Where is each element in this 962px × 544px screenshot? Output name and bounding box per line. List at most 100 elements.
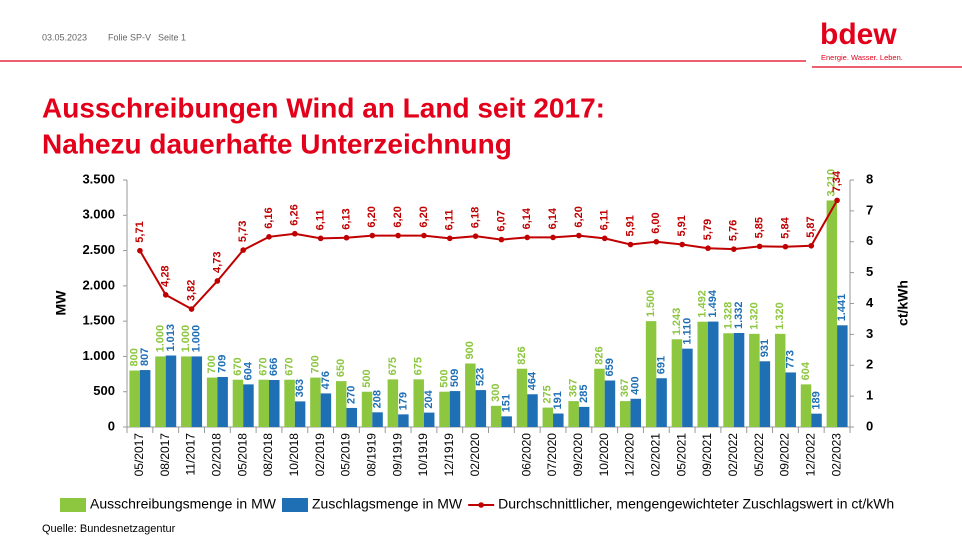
x-tick-label: 05/2022 xyxy=(752,433,766,477)
bar-value-label: 931 xyxy=(759,339,771,357)
bar-value-label: 151 xyxy=(501,394,513,412)
bar-value-label: 1.000 xyxy=(191,325,203,353)
bar xyxy=(759,361,771,427)
bar xyxy=(258,379,270,427)
bar-value-label: 300 xyxy=(490,383,502,401)
line-marker xyxy=(731,246,737,252)
bar-value-label: 270 xyxy=(346,386,358,404)
bar xyxy=(139,370,151,427)
bar-value-label: 191 xyxy=(552,391,564,409)
legend-label: Zuschlagsmenge in MW xyxy=(312,496,463,512)
bar xyxy=(475,390,487,427)
line-value-label: 7,34 xyxy=(831,170,843,192)
bar-value-label: 826 xyxy=(593,346,605,364)
bar xyxy=(501,416,512,427)
bar xyxy=(594,368,605,427)
line-value-label: 3,82 xyxy=(185,280,197,301)
bar xyxy=(129,370,140,427)
x-tick-label: 02/2022 xyxy=(726,433,740,477)
bar xyxy=(361,391,373,427)
line-marker xyxy=(317,235,324,242)
bar xyxy=(837,325,848,427)
line-value-label: 4,28 xyxy=(160,265,172,286)
y2-tick-label: 4 xyxy=(866,295,874,310)
x-tick-label: 08/2017 xyxy=(158,433,172,477)
bar-value-label: 773 xyxy=(785,350,797,368)
bar xyxy=(656,378,667,427)
line-marker xyxy=(705,245,711,252)
line-value-label: 5,76 xyxy=(728,220,740,241)
x-tick-label: 02/2021 xyxy=(649,433,663,477)
legend-marker xyxy=(478,502,484,508)
bar xyxy=(335,381,347,427)
bar-value-label: 675 xyxy=(413,357,425,375)
x-tick-label: 10/2020 xyxy=(597,433,611,477)
x-tick-label: 02/2018 xyxy=(210,433,224,477)
line-marker xyxy=(653,238,660,245)
bar xyxy=(449,391,461,427)
line-value-label: 6,14 xyxy=(547,207,559,229)
bar-value-label: 509 xyxy=(449,369,461,387)
line-marker xyxy=(576,232,582,239)
y-tick-label: 3.000 xyxy=(82,207,115,222)
bar xyxy=(774,333,786,427)
x-tick-label: 07/2020 xyxy=(545,433,559,477)
line-marker xyxy=(421,232,427,239)
bar-value-label: 1.500 xyxy=(645,290,657,318)
bar-value-label: 826 xyxy=(516,346,528,364)
bar-value-label: 670 xyxy=(283,357,295,375)
y-tick-label: 3.500 xyxy=(82,171,115,186)
bar-value-label: 650 xyxy=(335,359,347,377)
bar-value-label: 700 xyxy=(206,355,218,373)
line-value-label: 6,20 xyxy=(573,206,585,227)
bar xyxy=(439,391,450,427)
line-marker xyxy=(834,197,840,204)
bar xyxy=(243,384,254,427)
line-value-label: 6,11 xyxy=(444,210,456,231)
bar xyxy=(707,321,719,427)
bar-value-label: 670 xyxy=(258,357,270,375)
bar-value-label: 3.210 xyxy=(826,169,838,197)
line-marker xyxy=(292,230,298,237)
bar-value-label: 691 xyxy=(655,356,667,374)
logo-tagline: Energie. Wasser. Leben. xyxy=(821,53,903,62)
x-tick-label: 05/2018 xyxy=(235,433,249,477)
x-tick-label: 08/2018 xyxy=(261,433,275,477)
bar xyxy=(697,321,708,427)
bar xyxy=(372,412,383,427)
bar-value-label: 1.494 xyxy=(707,289,719,317)
y-tick-label: 0 xyxy=(108,418,115,433)
bar-value-label: 700 xyxy=(309,355,321,373)
bar-value-label: 204 xyxy=(423,389,435,408)
bar xyxy=(645,321,657,427)
bar-value-label: 1.441 xyxy=(836,294,848,322)
header-date: 03.05.2023 xyxy=(42,32,87,42)
bar-value-label: 604 xyxy=(800,361,812,380)
x-tick-label: 02/2020 xyxy=(468,433,482,477)
header-slide: Folie SP-V xyxy=(108,32,151,42)
line-value-label: 6,11 xyxy=(599,210,611,231)
bar-value-label: 476 xyxy=(320,371,332,389)
chart-title: Nahezu dauerhafte Unterzeichnung xyxy=(42,128,512,159)
y2-tick-label: 0 xyxy=(866,418,873,433)
bar-value-label: 500 xyxy=(361,369,373,387)
line-value-label: 6,11 xyxy=(315,210,327,231)
y-tick-label: 2.000 xyxy=(82,277,115,292)
line-marker xyxy=(369,232,376,239)
line-value-label: 5,85 xyxy=(754,217,766,238)
bar-value-label: 1.328 xyxy=(722,302,734,330)
line-marker xyxy=(214,278,221,284)
y2-tick-label: 2 xyxy=(866,357,873,372)
line xyxy=(139,199,838,311)
line-value-label: 5,91 xyxy=(624,215,636,236)
bar xyxy=(630,398,642,427)
line-value-label: 6,14 xyxy=(521,207,533,229)
bar-value-label: 367 xyxy=(619,379,631,397)
line-marker xyxy=(550,234,556,241)
line-value-label: 6,20 xyxy=(366,206,378,227)
bar-value-label: 1.320 xyxy=(748,302,760,330)
legend-swatch xyxy=(60,498,86,512)
line-value-label: 5,91 xyxy=(676,215,688,236)
bar xyxy=(155,356,166,427)
